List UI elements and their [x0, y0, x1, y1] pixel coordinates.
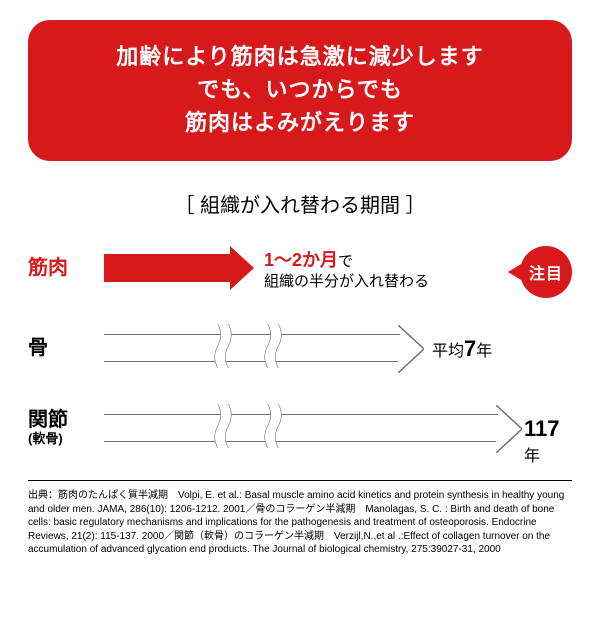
- header-banner: 加齢により筋肉は急激に減少します でも、いつからでも 筋肉はよみがえります: [28, 20, 572, 161]
- row-label-muscle: 筋肉: [28, 257, 104, 280]
- chart-area: 筋肉 1〜2か月で 組織の半分が入れ替わる 注目 骨: [0, 240, 600, 456]
- chart-row-cartilage: 関節 (軟骨) 117年: [28, 400, 572, 456]
- row-label-cartilage: 関節 (軟骨): [28, 409, 104, 447]
- row-label-bone: 骨: [28, 337, 104, 360]
- wave-break-icon: [264, 324, 284, 368]
- header-line-3: 筋肉はよみがえります: [44, 106, 556, 139]
- arrow-head-icon: [496, 405, 522, 453]
- sub-title: ［ 組織が入れ替わる期間 ］: [0, 189, 600, 218]
- detail-em: 1〜2か月: [264, 250, 338, 270]
- arrow-cartilage: [104, 414, 498, 442]
- wave-break-icon: [214, 324, 234, 368]
- label-main: 関節: [28, 409, 68, 431]
- header-line-1: 加齢により筋肉は急激に減少します: [44, 40, 556, 73]
- tail-suffix: 年: [476, 343, 492, 360]
- chart-row-bone: 骨 平均7年: [28, 320, 572, 376]
- tail-prefix: 平均: [432, 343, 464, 360]
- detail-line2: 組織の半分が入れ替わる: [264, 273, 429, 290]
- divider-line: [28, 480, 572, 481]
- arrow-bone: [104, 334, 400, 362]
- arrow-wrap-cartilage: 117年: [104, 410, 572, 446]
- detail-tail: で: [338, 253, 353, 270]
- tail-big: 117: [524, 416, 560, 441]
- attention-badge: 注目: [520, 246, 572, 298]
- header-line-2: でも、いつからでも: [44, 73, 556, 106]
- arrow-wrap-bone: 平均7年: [104, 330, 572, 366]
- tail-suffix: 年: [524, 448, 540, 465]
- wave-break-icon: [214, 404, 234, 448]
- tail-label-bone: 平均7年: [432, 336, 492, 362]
- tail-big: 7: [464, 336, 476, 361]
- arrow-muscle: [104, 254, 232, 282]
- badge-text: 注目: [529, 260, 563, 284]
- row-muscle-detail: 1〜2か月で 組織の半分が入れ替わる: [264, 248, 429, 293]
- label-sub: (軟骨): [28, 432, 104, 447]
- wave-break-icon: [264, 404, 284, 448]
- arrow-head-icon: [398, 325, 424, 373]
- arrow-wrap-muscle: 1〜2か月で 組織の半分が入れ替わる 注目: [104, 250, 572, 286]
- chart-row-muscle: 筋肉 1〜2か月で 組織の半分が入れ替わる 注目: [28, 240, 572, 296]
- tail-label-cartilage: 117 年: [524, 416, 572, 466]
- footnote-text: 出典：筋肉のたんぱく質半減期 Volpi, E. et al.: Basal m…: [28, 489, 572, 557]
